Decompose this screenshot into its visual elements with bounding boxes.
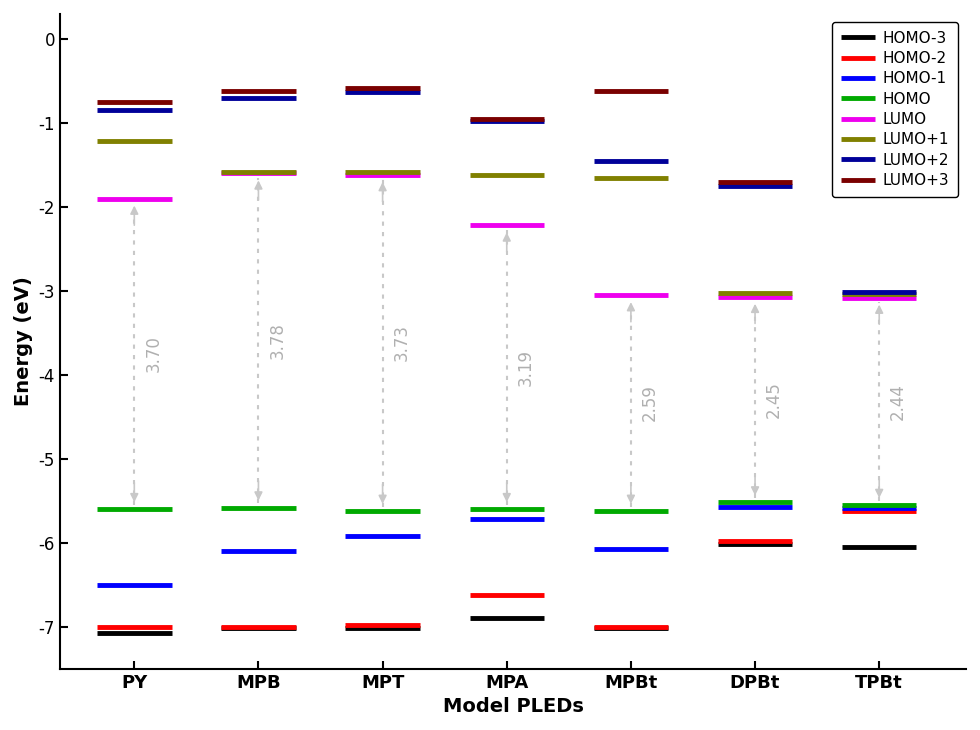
Text: 2.44: 2.44: [889, 383, 907, 420]
Text: 3.73: 3.73: [393, 324, 411, 361]
Text: 3.70: 3.70: [144, 336, 163, 372]
X-axis label: Model PLEDs: Model PLEDs: [443, 697, 583, 716]
Text: 3.78: 3.78: [269, 322, 286, 359]
Text: 3.19: 3.19: [516, 349, 535, 386]
Legend: HOMO-3, HOMO-2, HOMO-1, HOMO, LUMO, LUMO+1, LUMO+2, LUMO+3: HOMO-3, HOMO-2, HOMO-1, HOMO, LUMO, LUMO…: [832, 21, 958, 197]
Text: 2.59: 2.59: [641, 385, 659, 421]
Text: 2.45: 2.45: [765, 381, 783, 418]
Y-axis label: Energy (eV): Energy (eV): [14, 277, 33, 406]
